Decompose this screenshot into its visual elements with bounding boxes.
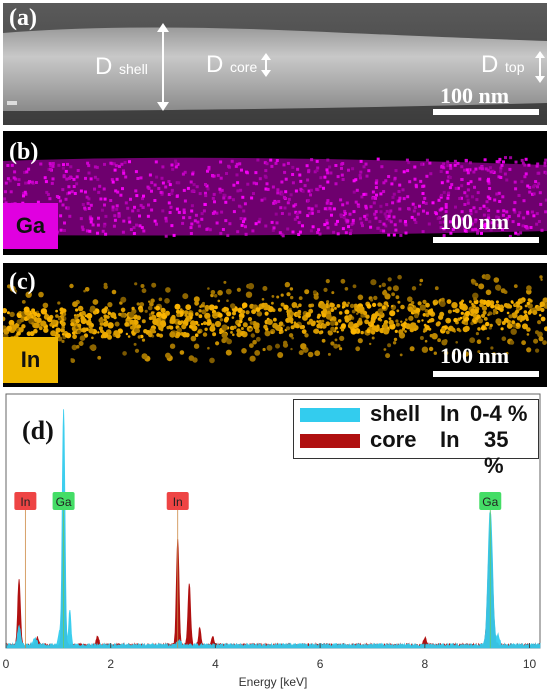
legend-value-shell: 0-4 % [470,401,528,426]
d-core-symbol: D [206,51,224,78]
legend-row-core: core In 35 % [300,427,534,478]
series-shell-area [5,409,541,649]
nanowire-shape [3,27,547,112]
d-shell-symbol: D [95,53,113,80]
x-tick-label: 2 [107,657,114,671]
x-tick-label: 6 [317,657,324,671]
panel-c-label: (c) [9,269,36,295]
x-tick-label: 10 [523,657,537,671]
panel-a-scale-bar [433,109,539,115]
panel-d-edx-spectrum: In Ga In Ga 0 2 4 6 8 10 Energy [keV] (d) shell In… [0,392,550,693]
d-core-subscript: core [230,59,258,75]
d-top-subscript: top [505,59,525,75]
x-tick-label: 0 [3,657,10,671]
d-shell-arrow-icon [157,23,169,111]
series-core-area [5,512,541,649]
panel-b-scale-bar [433,237,539,243]
x-tick-label: 8 [421,657,428,671]
legend-name-shell: shell [370,401,421,426]
x-tick-label: 4 [212,657,219,671]
panel-b-label: (b) [9,139,39,165]
in-elemental-map [3,273,547,367]
panel-d-label: (d) [22,416,54,445]
legend-row-shell: shell In 0-4 % [300,401,534,427]
peak-label-ga-3: Ga [479,492,502,510]
panel-c-scale-text: 100 nm [440,343,510,368]
svg-text:In: In [20,495,30,509]
panel-a-haadf-image: (a) D shell D core D top 100 nm [3,3,547,125]
in-speckle-texture [3,273,547,367]
panel-a-label: (a) [9,5,37,31]
d-core-label: D core [206,51,257,79]
x-axis-label: Energy [keV] [239,675,308,689]
peak-label-ga-1: Ga [52,492,75,510]
legend-elem-shell: In [440,401,460,426]
ga-element-box: Ga [3,203,58,249]
panel-a-scale-text: 100 nm [440,83,510,108]
peak-label-in-2: In [166,492,189,510]
peak-label-in-0: In [14,492,37,510]
d-top-arrow-icon [535,51,545,83]
legend-name-core: core [370,427,417,452]
edx-spectrum-chart: In Ga In Ga 0 2 4 6 8 10 Energy [keV] [3,393,541,689]
legend: shell In 0-4 % core In 35 % [293,399,539,478]
in-element-box: In [3,337,58,383]
d-shell-subscript: shell [119,61,148,77]
panel-c-scale-bar [433,371,539,377]
panel-b-ga-map: (b) Ga 100 nm [3,131,547,255]
svg-text:In: In [173,495,183,509]
haadf-image [3,3,547,125]
legend-value-core: 35 % [484,427,509,478]
d-top-symbol: D [481,51,499,78]
svg-text:Ga: Ga [482,495,498,509]
svg-text:Ga: Ga [56,495,72,509]
legend-swatch-shell [300,408,360,422]
legend-swatch-core [300,434,360,448]
d-core-arrow-icon [261,53,271,77]
panel-c-in-map: (c) In 100 nm [3,263,547,387]
legend-elem-core: In [440,427,460,452]
d-shell-label: D shell [95,53,148,81]
panel-b-scale-text: 100 nm [440,209,510,234]
d-top-label: D top [481,51,524,79]
